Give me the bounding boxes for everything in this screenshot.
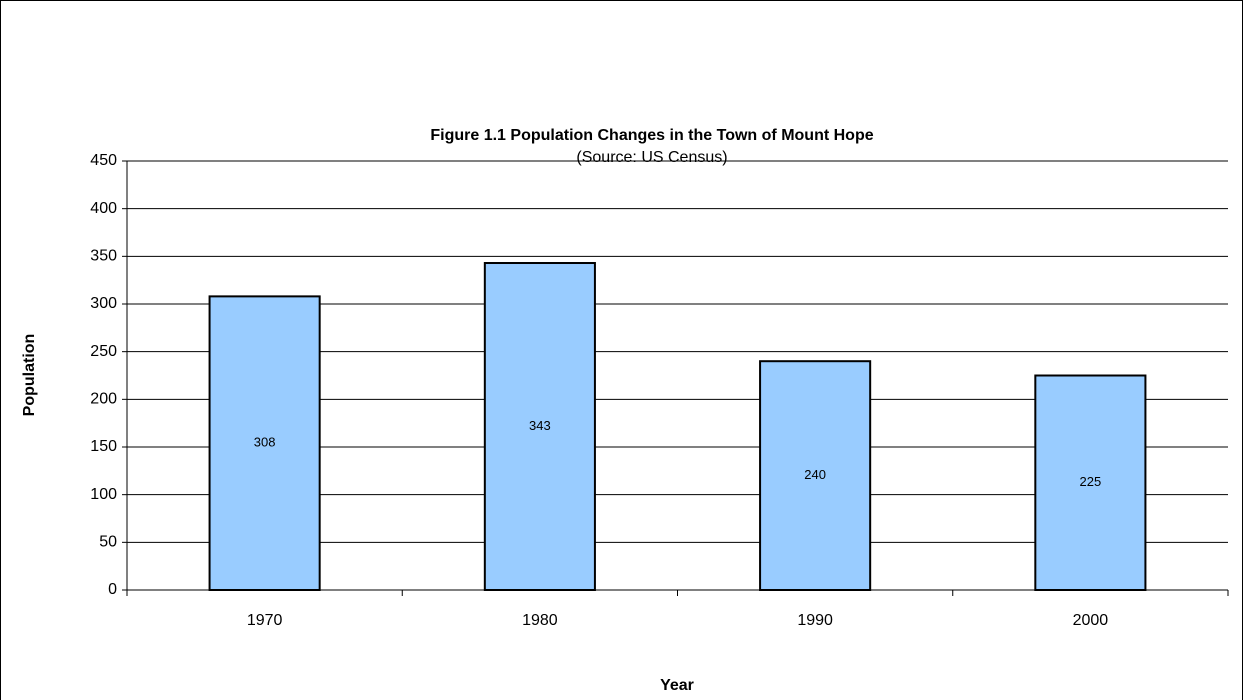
y-tick-label: 200 <box>90 391 117 408</box>
y-tick-label: 350 <box>90 248 117 265</box>
x-axis-label: Year <box>660 677 694 694</box>
x-tick-label: 1980 <box>522 612 558 629</box>
bar <box>208 295 321 591</box>
y-axis-label: Population <box>21 334 38 417</box>
value-label: 308 <box>254 435 276 450</box>
value-label: 343 <box>529 418 551 433</box>
value-label: 225 <box>1080 474 1102 489</box>
y-tick-label: 100 <box>90 486 117 503</box>
value-label: 240 <box>804 467 826 482</box>
y-tick-label: 150 <box>90 438 117 455</box>
bar <box>1034 374 1147 591</box>
y-tick-label: 250 <box>90 343 117 360</box>
x-tick-label: 2000 <box>1073 612 1109 629</box>
y-tick-label: 400 <box>90 200 117 217</box>
y-tick-label: 0 <box>108 581 117 598</box>
x-tick-label: 1990 <box>797 612 833 629</box>
y-tick-label: 300 <box>90 295 117 312</box>
bar <box>483 262 596 591</box>
bar <box>759 360 872 592</box>
y-tick-label: 450 <box>90 152 117 169</box>
chart-subtitle: (Source: US Census) <box>576 149 727 166</box>
x-tick-label: 1970 <box>247 612 283 629</box>
chart-title: Figure 1.1 Population Changes in the Tow… <box>430 127 873 144</box>
y-tick-label: 50 <box>99 534 117 551</box>
